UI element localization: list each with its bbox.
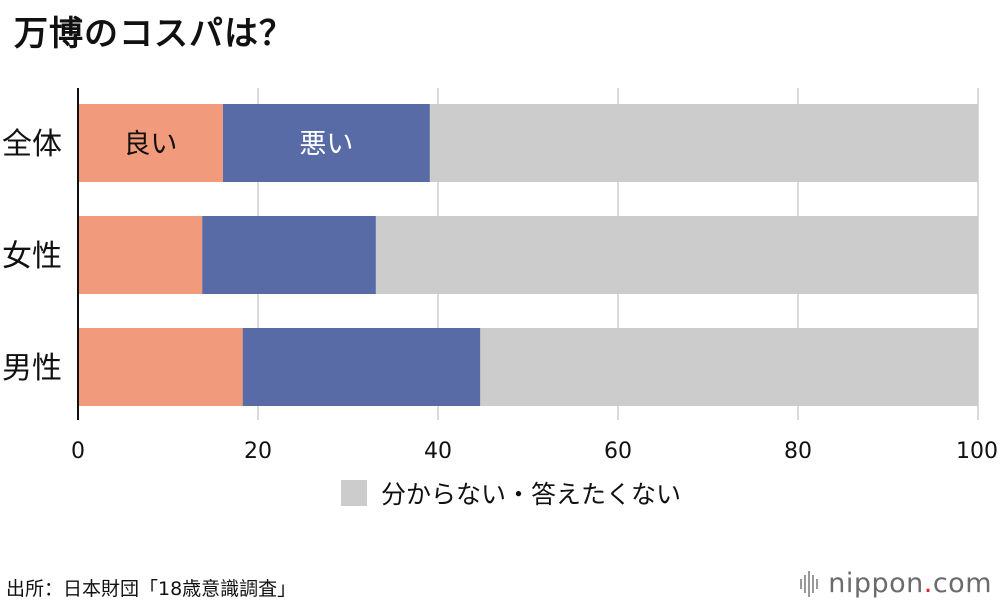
bar-1-2: [222, 104, 430, 182]
brand-name: nippon.com: [828, 568, 992, 599]
x-tick-label: 40: [424, 439, 452, 464]
bar-2-3: [375, 216, 978, 294]
x-unit-label: (%): [962, 469, 998, 470]
bar-3-1: [78, 328, 243, 406]
bar-1-3: [429, 104, 978, 182]
segment-label: 良い: [123, 129, 177, 160]
source-note: 出所：日本財団「18歳意識調査」: [6, 578, 297, 600]
segment-label: 悪い: [299, 129, 353, 160]
legend-label: 分からない・答えたくない: [381, 480, 682, 509]
legend: 分からない・答えたくない: [341, 475, 681, 511]
chart-title: 万博のコスパは？: [14, 14, 294, 54]
x-tick-label: 100: [956, 439, 998, 464]
brand-mark-icon: [800, 570, 819, 597]
bar-1-1: [78, 104, 223, 182]
bar-2-1: [78, 216, 203, 294]
category-label: 男性: [2, 351, 62, 386]
x-tick-label: 20: [244, 439, 272, 464]
x-tick-label: 0: [71, 439, 85, 464]
x-tick-label: 80: [784, 439, 812, 464]
brand-logo: nippon.com: [800, 568, 992, 599]
category-label: 女性: [2, 239, 62, 274]
bar-3-3: [480, 328, 978, 406]
category-label: 全体: [2, 127, 62, 162]
bar-3-2: [242, 328, 481, 406]
x-tick-label: 60: [604, 439, 632, 464]
legend-swatch: [341, 480, 367, 506]
bar-2-2: [202, 216, 376, 294]
